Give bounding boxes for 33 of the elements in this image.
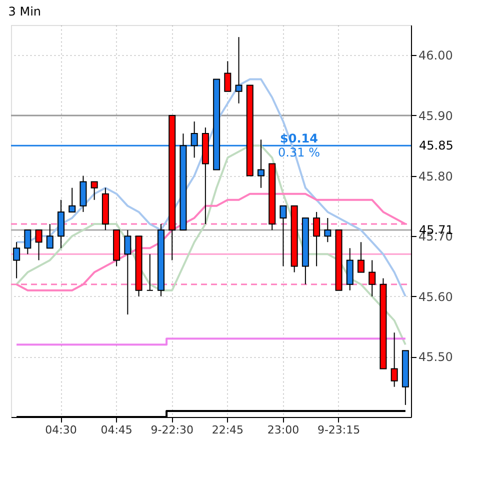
x-tick-label: 22:45	[212, 424, 244, 436]
y-tick-label: 45.60	[418, 290, 453, 304]
annotation: 0.31 %	[278, 146, 320, 160]
candlestick	[46, 224, 54, 249]
y-tick-label: 46.00	[418, 48, 453, 63]
candlestick	[24, 230, 32, 255]
x-tick-label: 9-23:15	[317, 424, 360, 436]
candlestick	[235, 36, 242, 104]
candlestick	[90, 181, 98, 200]
candlestick	[390, 332, 398, 388]
y-tick-label: 45.90	[418, 108, 453, 123]
ref-line-label: 45.85	[419, 138, 454, 153]
annotation: $0.14	[280, 132, 318, 146]
y-tick-label: 45.50	[418, 350, 453, 364]
candlestick	[124, 230, 132, 315]
candlestick	[358, 242, 364, 273]
x-tick-label: 23:00	[267, 424, 300, 436]
candlestick	[13, 242, 20, 279]
candlestick	[368, 260, 376, 297]
line-series	[16, 78, 406, 298]
candlestick	[224, 60, 232, 92]
candlestick	[68, 187, 76, 212]
y-tick-label: 45.80	[418, 169, 453, 184]
candlestick	[313, 211, 320, 267]
candlestick	[324, 217, 332, 243]
x-tick-label: 04:30	[45, 424, 77, 436]
x-tick-label: 9-22:30	[150, 424, 194, 436]
chart-title: 3 Min	[8, 4, 42, 18]
line-series	[16, 144, 406, 346]
candlestick	[35, 230, 42, 261]
candlestick	[146, 254, 154, 291]
x-tick-label: 04:45	[100, 424, 132, 436]
candlestick	[280, 205, 287, 267]
